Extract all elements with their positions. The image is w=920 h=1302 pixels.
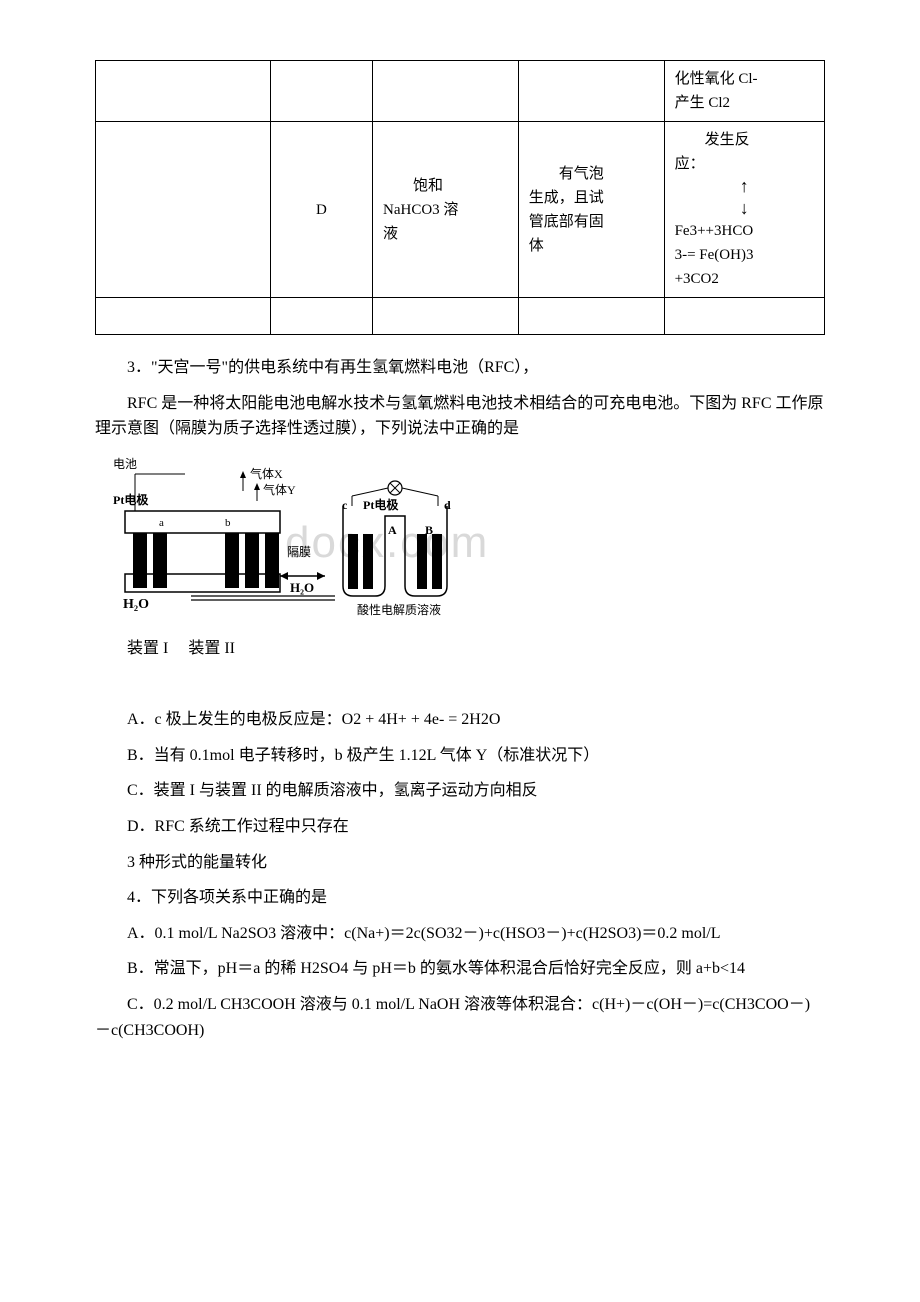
text: Fe3++3HCO — [675, 223, 754, 239]
cell-blank — [96, 298, 271, 335]
gasY-label-text: 气体Y — [263, 482, 296, 497]
battery-label-text: 电池 — [113, 457, 137, 471]
q4-intro: 4．下列各项关系中正确的是 — [95, 885, 825, 911]
cell-blank — [270, 298, 372, 335]
text: 液 — [383, 226, 398, 242]
cell-reagent: 饱和 NaHCO3 溶 液 — [373, 122, 519, 298]
experiment-table: 化性氧化 Cl- 产生 Cl2 D 饱和 NaHCO3 溶 液 有气泡 生成，且… — [95, 60, 825, 335]
cell-blank — [270, 61, 372, 122]
a-label-text: a — [159, 517, 164, 529]
acid-label-text: 酸性电解质溶液 — [357, 602, 441, 617]
cell-blank — [518, 61, 664, 122]
cell-label: D — [270, 122, 372, 298]
A-label-text: A — [388, 523, 397, 537]
text: 产生 Cl2 — [675, 95, 730, 111]
cell-blank — [96, 61, 271, 122]
text: +3CO2 — [675, 271, 719, 287]
text: 管底部有固 — [529, 214, 604, 230]
q3-intro: 3．"天宫一号"的供电系统中有再生氢氧燃料电池（RFC）， — [95, 355, 825, 381]
text: 有气泡 — [529, 166, 604, 182]
text: 化性氧化 Cl- — [675, 71, 758, 87]
q3-desc: RFC 是一种将太阳能电池电解水技术与氢氧燃料电池技术相结合的可充电电池。下图为… — [95, 391, 825, 442]
cell-blank — [373, 298, 519, 335]
text: 饱和 — [383, 178, 443, 194]
cell-result-prev: 化性氧化 Cl- 产生 Cl2 — [664, 61, 824, 122]
q4-optB: B．常温下，pH＝a 的稀 H2SO4 与 pH＝b 的氨水等体积混合后恰好完全… — [95, 956, 825, 982]
cell-observation: 有气泡 生成，且试 管底部有固 体 — [518, 122, 664, 298]
rfc-diagram-svg: 电池 气体X 气体Y Pt电极 a b — [95, 456, 535, 626]
cell-blank — [664, 298, 824, 335]
table-row — [96, 298, 825, 335]
text: 体 — [529, 238, 544, 254]
cell-blank — [373, 61, 519, 122]
q3-optA: A．c 极上发生的电极反应是：O2 + 4H+ + 4e- = 2H2O — [95, 707, 825, 733]
arrow-up-icon: ↑ — [675, 176, 814, 198]
h2o-mid-text: H₂O — [290, 580, 314, 595]
b-label-text: b — [225, 517, 231, 529]
table-row: 化性氧化 Cl- 产生 Cl2 — [96, 61, 825, 122]
q3-optB: B．当有 0.1mol 电子转移时，b 极产生 1.12L 气体 Y（标准状况下… — [95, 743, 825, 769]
text: NaHCO3 溶 — [383, 202, 458, 218]
table-row: D 饱和 NaHCO3 溶 液 有气泡 生成，且试 管底部有固 体 发生反 应：… — [96, 122, 825, 298]
rfc-diagram: docx.com 电池 气体X 气体Y Pt电极 a b — [95, 456, 825, 626]
q3-optD: D．RFC 系统工作过程中只存在 — [95, 814, 825, 840]
text: 应： — [675, 156, 705, 172]
cell-blank — [518, 298, 664, 335]
cell-blank — [96, 122, 271, 298]
pt2-label-text: Pt电极 — [363, 497, 399, 512]
q4-optA: A．0.1 mol/L Na2SO3 溶液中：c(Na+)＝2c(SO32－)+… — [95, 921, 825, 947]
q3-optD2: 3 种形式的能量转化 — [95, 850, 825, 876]
text: 生成，且试 — [529, 190, 604, 206]
h2o-left-text: H₂O — [123, 597, 149, 612]
diagram-caption: 装置 I 装置 II — [95, 636, 825, 662]
q4-optC: C．0.2 mol/L CH3COOH 溶液与 0.1 mol/L NaOH 溶… — [95, 992, 825, 1043]
q3-optC: C．装置 I 与装置 II 的电解质溶液中，氢离子运动方向相反 — [95, 778, 825, 804]
pt1-label-text: Pt电极 — [113, 492, 149, 507]
text: 3-= Fe(OH)3 — [675, 247, 754, 263]
cell-result: 发生反 应： ↑ ↓ Fe3++3HCO 3-= Fe(OH)3 +3CO2 — [664, 122, 824, 298]
gasX-label-text: 气体X — [250, 466, 283, 481]
text: 发生反 — [675, 132, 750, 148]
membrane-label-text: 隔膜 — [287, 545, 311, 559]
arrow-down-icon: ↓ — [675, 198, 814, 220]
